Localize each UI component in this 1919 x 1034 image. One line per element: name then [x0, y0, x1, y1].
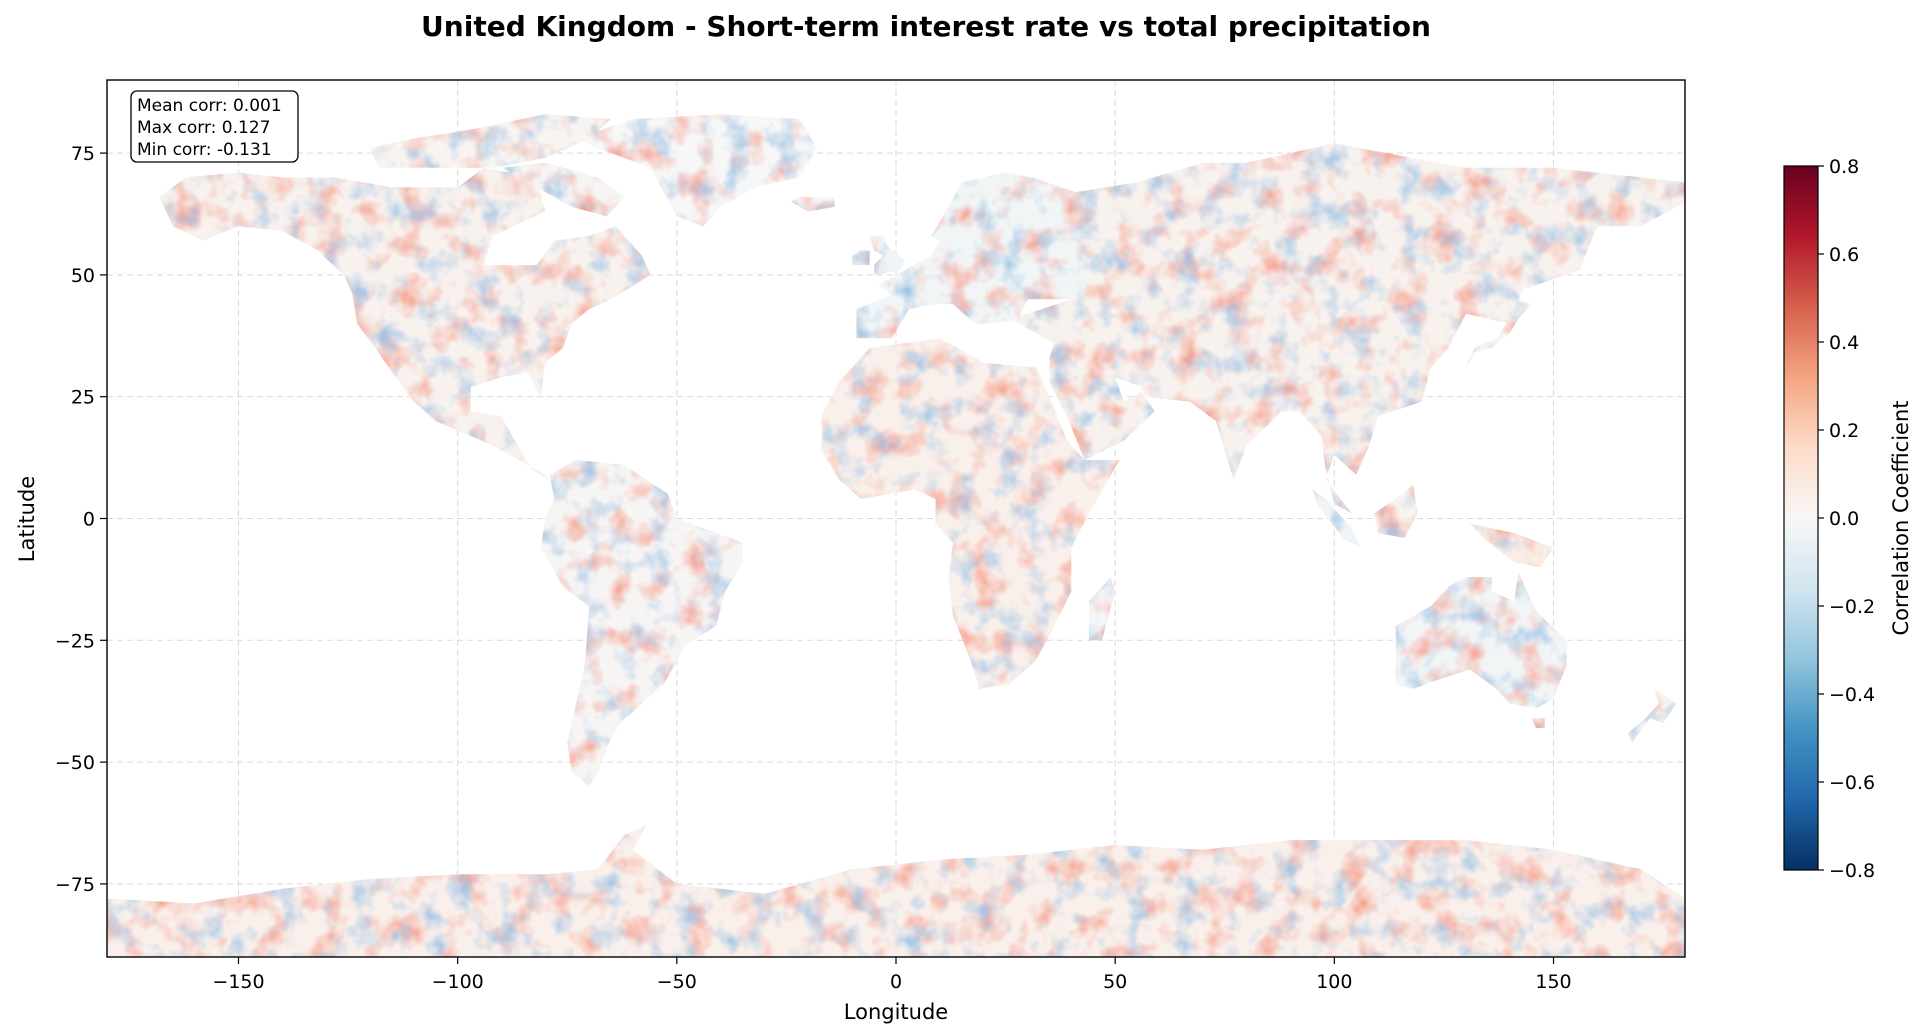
- region-tasmania: [1531, 718, 1545, 728]
- region-great-britain: [869, 235, 905, 275]
- region-asia: [1010, 143, 1685, 514]
- region-new-guinea: [1470, 523, 1554, 568]
- colorbar-tick-label: −0.4: [1829, 684, 1875, 706]
- correlation-land-layer: [107, 114, 1685, 957]
- stat-mean: Mean corr: 0.001: [137, 96, 282, 116]
- x-tick-label: −100: [432, 971, 484, 993]
- region-arctic-canada-islands: [370, 114, 612, 168]
- region-iceland: [790, 196, 835, 212]
- y-tick-label: 25: [71, 387, 95, 409]
- y-axis-label: Latitude: [15, 476, 39, 562]
- x-tick-label: −150: [212, 971, 264, 993]
- colorbar-tick-label: −0.6: [1829, 772, 1875, 794]
- region-antarctica: [107, 825, 1685, 957]
- colorbar-tick-label: −0.2: [1829, 596, 1875, 618]
- colorbar-tick-label: 0.8: [1829, 156, 1859, 178]
- region-baffin-island: [501, 162, 625, 217]
- x-tick-label: 150: [1535, 971, 1571, 993]
- region-europe: [856, 172, 1094, 339]
- region-borneo: [1373, 484, 1418, 538]
- y-axis-ticks: −75 −50 −25 0 25 50 75: [55, 143, 107, 896]
- y-tick-label: 75: [71, 143, 95, 165]
- x-axis-label: Longitude: [844, 1000, 948, 1024]
- chart-title: United Kingdom - Short-term interest rat…: [421, 10, 1431, 43]
- colorbar-tick-label: 0.4: [1829, 332, 1859, 354]
- y-tick-label: −50: [55, 752, 95, 774]
- region-south-america: [541, 460, 743, 787]
- x-axis-ticks: −150 −100 −50 0 50 100 150: [212, 957, 1572, 993]
- region-new-zealand: [1628, 689, 1677, 743]
- colorbar-tick-label: 0.0: [1829, 508, 1859, 530]
- colorbar-tick-label: 0.6: [1829, 244, 1859, 266]
- x-tick-label: 50: [1103, 971, 1127, 993]
- colorbar-tick-label: −0.8: [1829, 860, 1875, 882]
- region-africa: [821, 338, 1120, 689]
- x-tick-label: 0: [890, 971, 902, 993]
- region-sumatra: [1312, 489, 1361, 548]
- stats-box-frame: [130, 90, 299, 163]
- region-north-america: [159, 167, 651, 480]
- colorbar-tick-label: 0.2: [1829, 420, 1859, 442]
- y-tick-label: −75: [55, 874, 95, 896]
- stats-box: Mean corr: 0.001 Max corr: 0.127 Min cor…: [130, 90, 299, 163]
- region-greenland: [576, 114, 818, 227]
- region-japan: [1465, 299, 1532, 368]
- stat-max: Max corr: 0.127: [137, 118, 270, 138]
- colorbar-label: Correlation Coefficient: [1889, 400, 1913, 635]
- region-ireland: [852, 250, 870, 266]
- y-tick-label: 0: [83, 509, 95, 531]
- x-tick-label: 100: [1316, 971, 1352, 993]
- y-tick-label: −25: [55, 630, 95, 652]
- colorbar: 0.8 0.6 0.4 0.2 0.0 −0.2 −0.4 −0.6 −0.8 Correlat…: [1783, 156, 1913, 882]
- colorbar-ticks: 0.8 0.6 0.4 0.2 0.0 −0.2 −0.4 −0.6 −0.8: [1818, 156, 1875, 882]
- colorbar-gradient: [1783, 165, 1819, 871]
- region-madagascar: [1088, 577, 1116, 641]
- x-tick-label: −50: [657, 971, 697, 993]
- stat-min: Min corr: -0.131: [137, 140, 272, 160]
- region-australia: [1395, 572, 1567, 709]
- plot-area: −150 −100 −50 0 50 100 150 −75 −50 −25 0 25 50 75: [55, 79, 1686, 993]
- y-tick-label: 50: [71, 265, 95, 287]
